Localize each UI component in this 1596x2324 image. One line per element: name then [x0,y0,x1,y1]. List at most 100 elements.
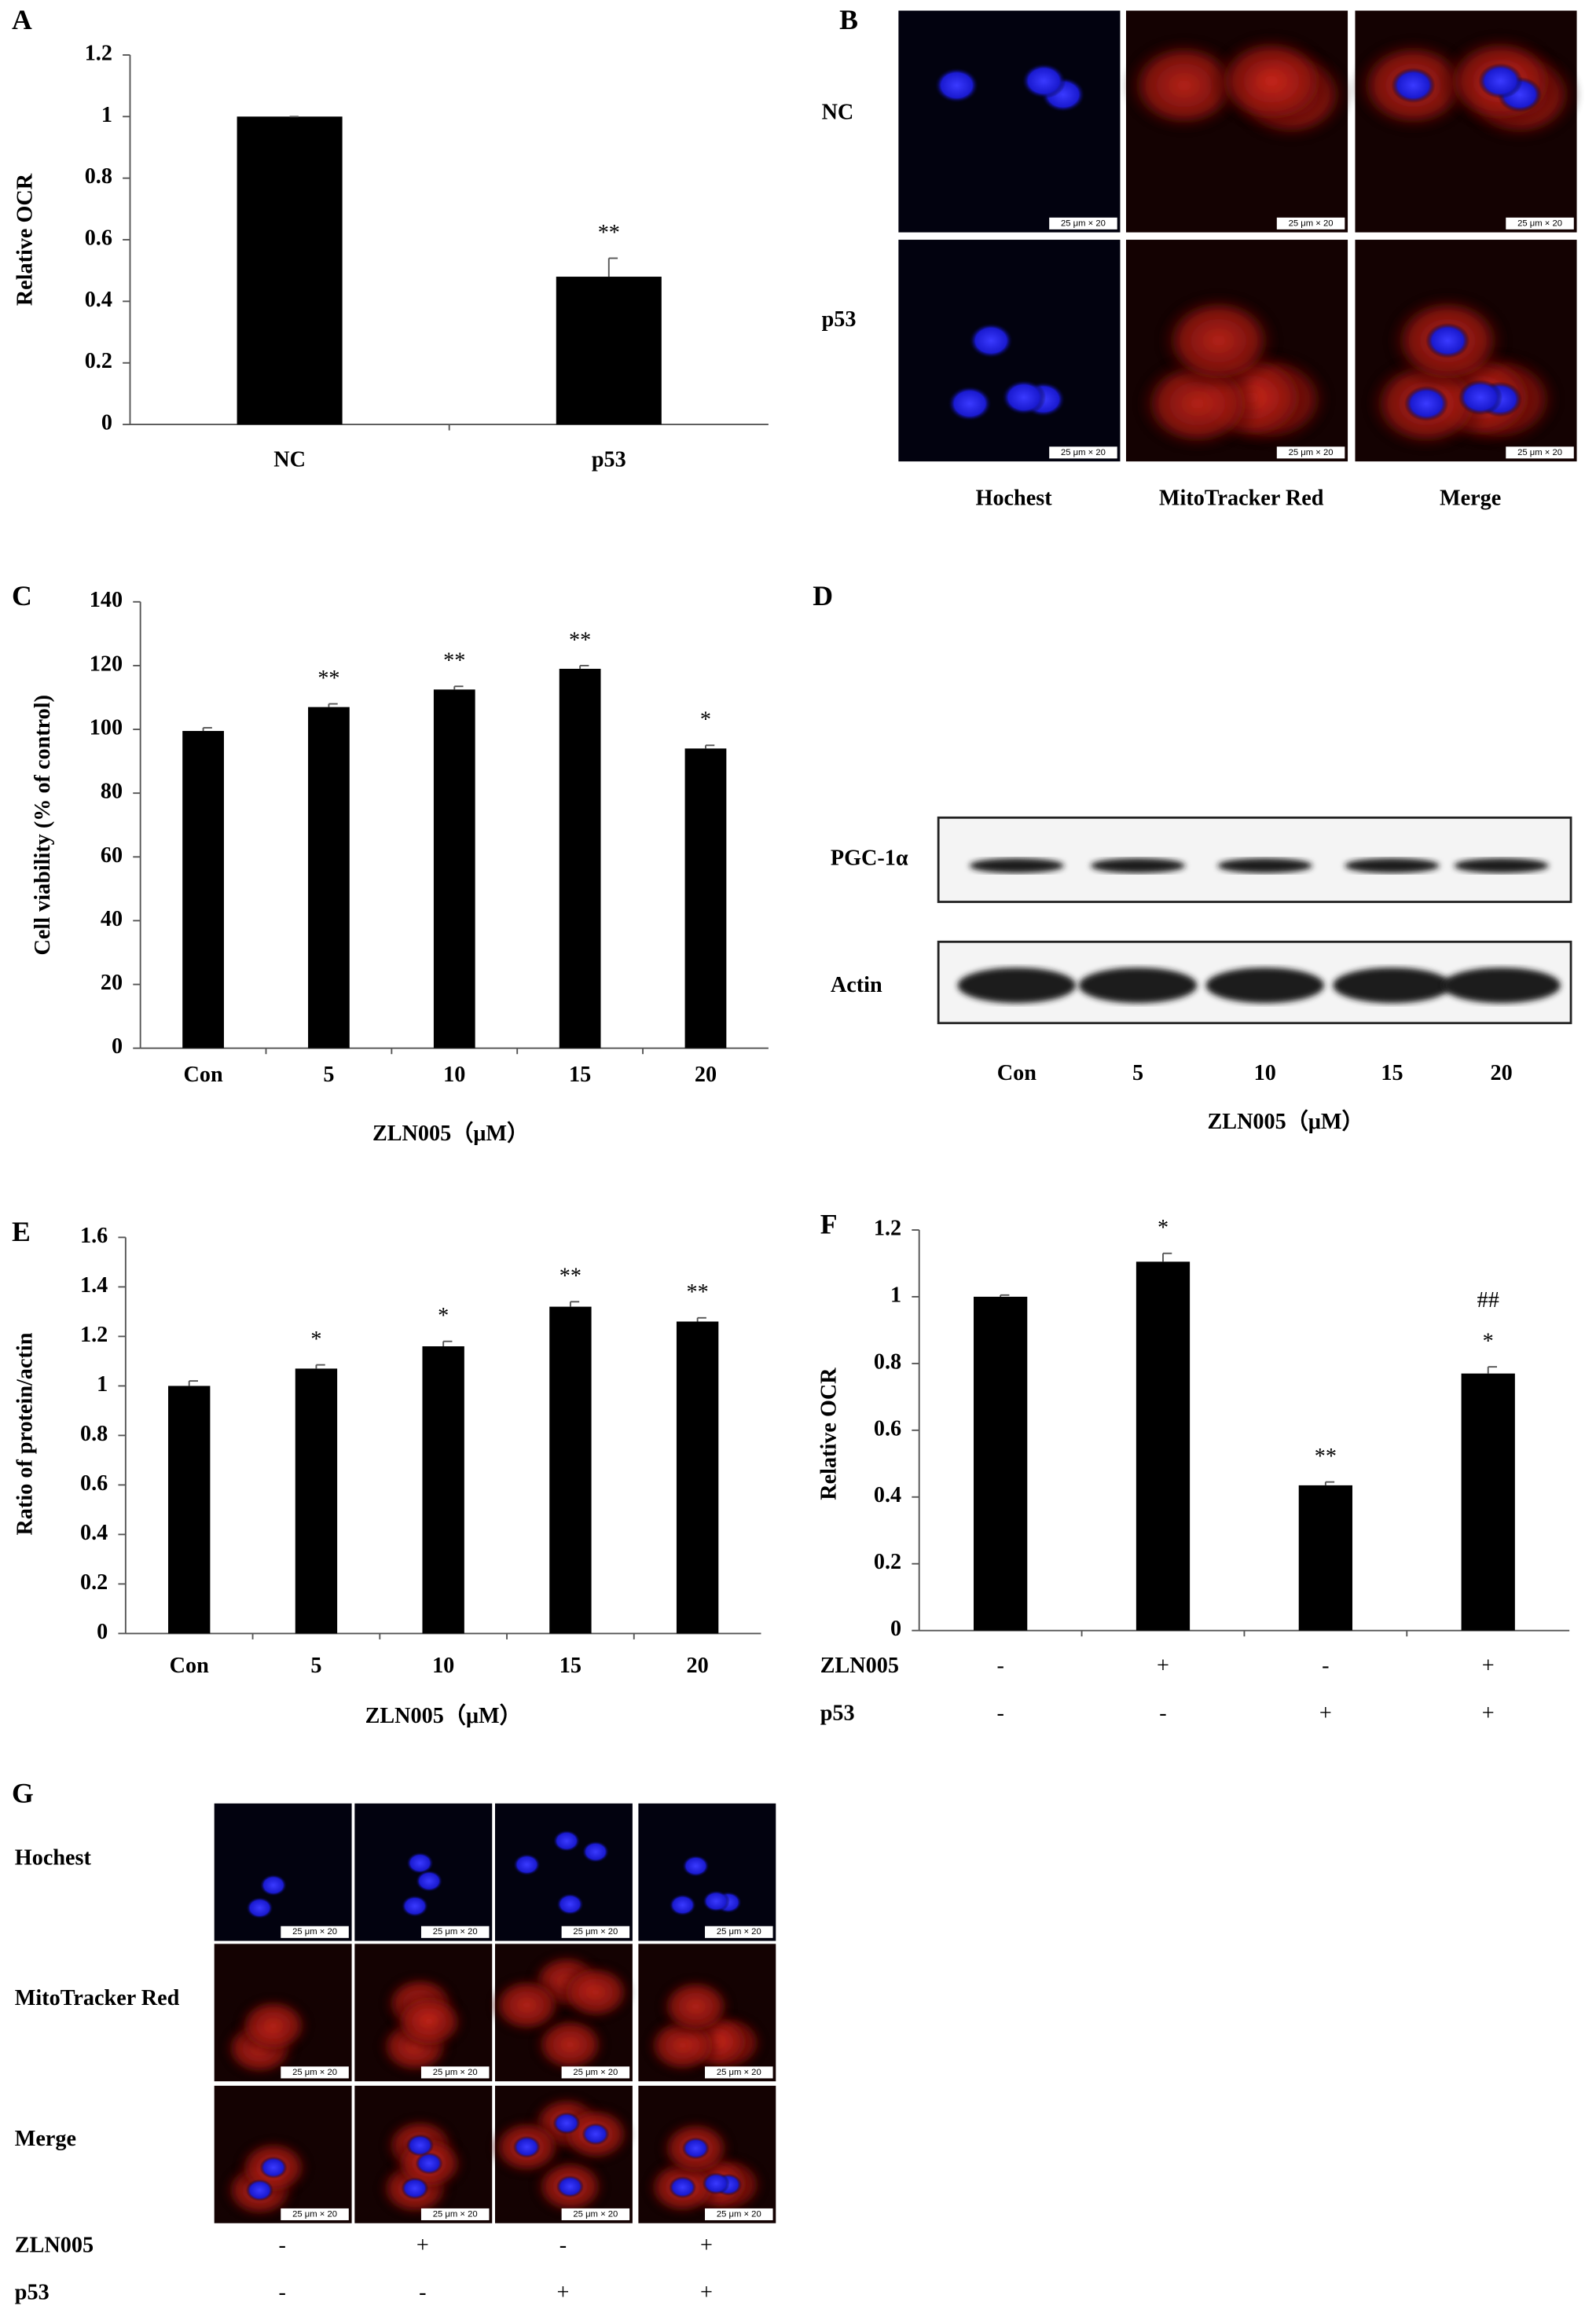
nucleus [669,1893,697,1916]
x-tick-label: 5 [310,1654,321,1678]
error-bar [202,727,212,732]
significance-label: ** [560,1265,582,1289]
y-tick-label: 100 [90,716,123,740]
image-background [214,1803,352,1941]
y-tick-label: 0.4 [85,288,112,312]
nucleus [968,322,1014,358]
y-tick-label: 0 [97,1620,108,1644]
bar [433,689,475,1048]
scale-bar-label: 25 μm × 20 [433,2068,478,2077]
micrograph: 25 μm × 20 [638,2085,776,2223]
scale-bar-box [1049,217,1117,229]
nucleus [681,1855,710,1878]
significance-label: ## [1477,1288,1499,1313]
factor-level: - [419,2280,426,2304]
factor-level: + [1482,1701,1495,1725]
cell [391,1991,468,2052]
nucleus [245,2179,273,2201]
bar [182,731,224,1048]
blot-band [1217,858,1312,873]
x-axis-label: ZLN005（μM） [1207,1108,1363,1134]
panel-label: E [12,1216,31,1247]
nucleus [245,1896,273,1919]
y-tick-label: 1.4 [80,1273,108,1298]
micrograph: 25 μm × 20 [354,2085,493,2223]
bar [168,1386,211,1634]
significance-label: * [700,708,711,732]
y-tick-label: 0.6 [874,1416,901,1441]
y-tick-label: 1 [97,1372,108,1397]
bar [295,1368,338,1634]
x-tick-label: 20 [695,1063,717,1087]
y-tick-label: 140 [90,588,123,612]
micrograph: 25 μm × 20 [354,1803,493,1941]
nucleus [512,1853,541,1876]
significance-label: ** [687,1280,709,1305]
scale-bar-box [705,2066,773,2079]
nucleus [934,68,979,104]
nucleus [1391,68,1436,104]
y-tick-label: 0.2 [80,1570,108,1595]
significance-label: * [310,1327,321,1352]
cell [1156,292,1281,390]
micrograph: 25 μm × 20 [638,1944,776,2082]
panel-label: B [839,4,858,35]
y-tick-label: 1 [890,1283,901,1307]
blot-band [1090,858,1186,873]
error-bar [607,257,618,277]
error-bar [705,744,715,749]
nucleus [556,1893,584,1915]
factor-level: + [700,2233,713,2257]
scale-bar-label: 25 μm × 20 [717,2209,761,2219]
scale-bar-label: 25 μm × 20 [292,2209,337,2219]
y-tick-label: 0.4 [80,1521,108,1545]
y-tick-label: 0.8 [80,1422,108,1446]
factor-name: p53 [820,1701,855,1725]
y-tick-label: 60 [101,843,123,868]
nucleus [1425,322,1470,358]
x-tick-label: 20 [687,1654,709,1678]
nucleus [681,2137,710,2160]
nucleus [1458,380,1503,416]
y-tick-label: 20 [101,971,123,995]
significance-label: * [438,1304,449,1328]
scale-bar-box [281,1926,349,1938]
scale-bar-box [1506,217,1574,229]
lane-label: 10 [1254,1061,1276,1085]
y-tick-label: 0.2 [85,349,112,373]
bar [1461,1373,1515,1631]
cell [488,1974,566,2036]
micrograph: 25 μm × 20 [488,2085,634,2223]
column-label: Hochest [976,486,1053,510]
nucleus [1403,385,1449,422]
lane-label: Con [997,1061,1036,1085]
error-bar [442,1340,453,1347]
y-tick-label: 0 [101,411,112,435]
cell [1209,31,1334,130]
scale-bar-label: 25 μm × 20 [292,2068,337,2077]
y-tick-label: 1.2 [80,1323,108,1347]
panel-label: A [12,4,32,35]
y-tick-label: 0.8 [874,1349,901,1374]
y-tick-label: 0.6 [85,226,112,251]
column-label: MitoTracker Red [1159,486,1324,510]
y-tick-label: 0.6 [80,1471,108,1496]
micrograph: 25 μm × 20 [214,2085,352,2223]
y-tick-label: 1.2 [874,1216,901,1240]
factor-level: + [557,2280,570,2304]
error-bar [1000,1294,1010,1297]
error-bar [328,703,338,707]
row-label: Hochest [15,1846,92,1871]
x-tick-label: p53 [592,448,626,472]
scale-bar-label: 25 μm × 20 [1517,448,1562,457]
bar [1298,1485,1352,1631]
nucleus [1478,63,1523,99]
nucleus [702,1890,730,1913]
lane-label: 20 [1491,1061,1513,1085]
micrograph: 25 μm × 20 [354,1944,493,2082]
y-tick-label: 1 [101,103,112,127]
scale-bar-box [561,1926,630,1938]
micrograph: 25 μm × 20 [214,1944,352,2082]
bar [974,1296,1028,1631]
scale-bar-label: 25 μm × 20 [573,1927,618,1937]
